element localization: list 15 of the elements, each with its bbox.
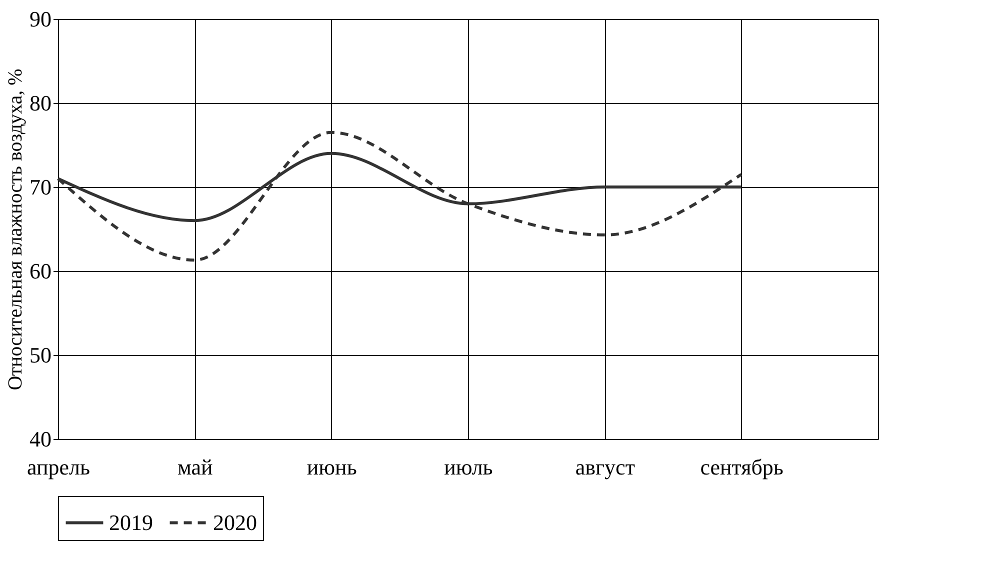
- y-tick-label: 90: [30, 6, 52, 32]
- y-tick-label: 50: [30, 342, 52, 368]
- x-tick-label: апрель: [26, 454, 90, 480]
- y-tick-label: 40: [30, 426, 52, 452]
- x-tick-label: июль: [444, 454, 493, 480]
- y-tick-label: 60: [30, 258, 52, 284]
- x-tick-label: август: [575, 454, 636, 480]
- x-tick-label: июнь: [306, 454, 357, 480]
- x-tick-label: сентябрь: [700, 454, 784, 480]
- legend-label: 2020: [213, 510, 257, 535]
- y-tick-label: 70: [30, 174, 52, 200]
- y-axis-title: Относительная влажность воздуха, %: [4, 68, 26, 390]
- legend-label: 2019: [109, 510, 153, 535]
- x-tick-label: май: [178, 454, 214, 480]
- y-tick-label: 80: [30, 90, 52, 116]
